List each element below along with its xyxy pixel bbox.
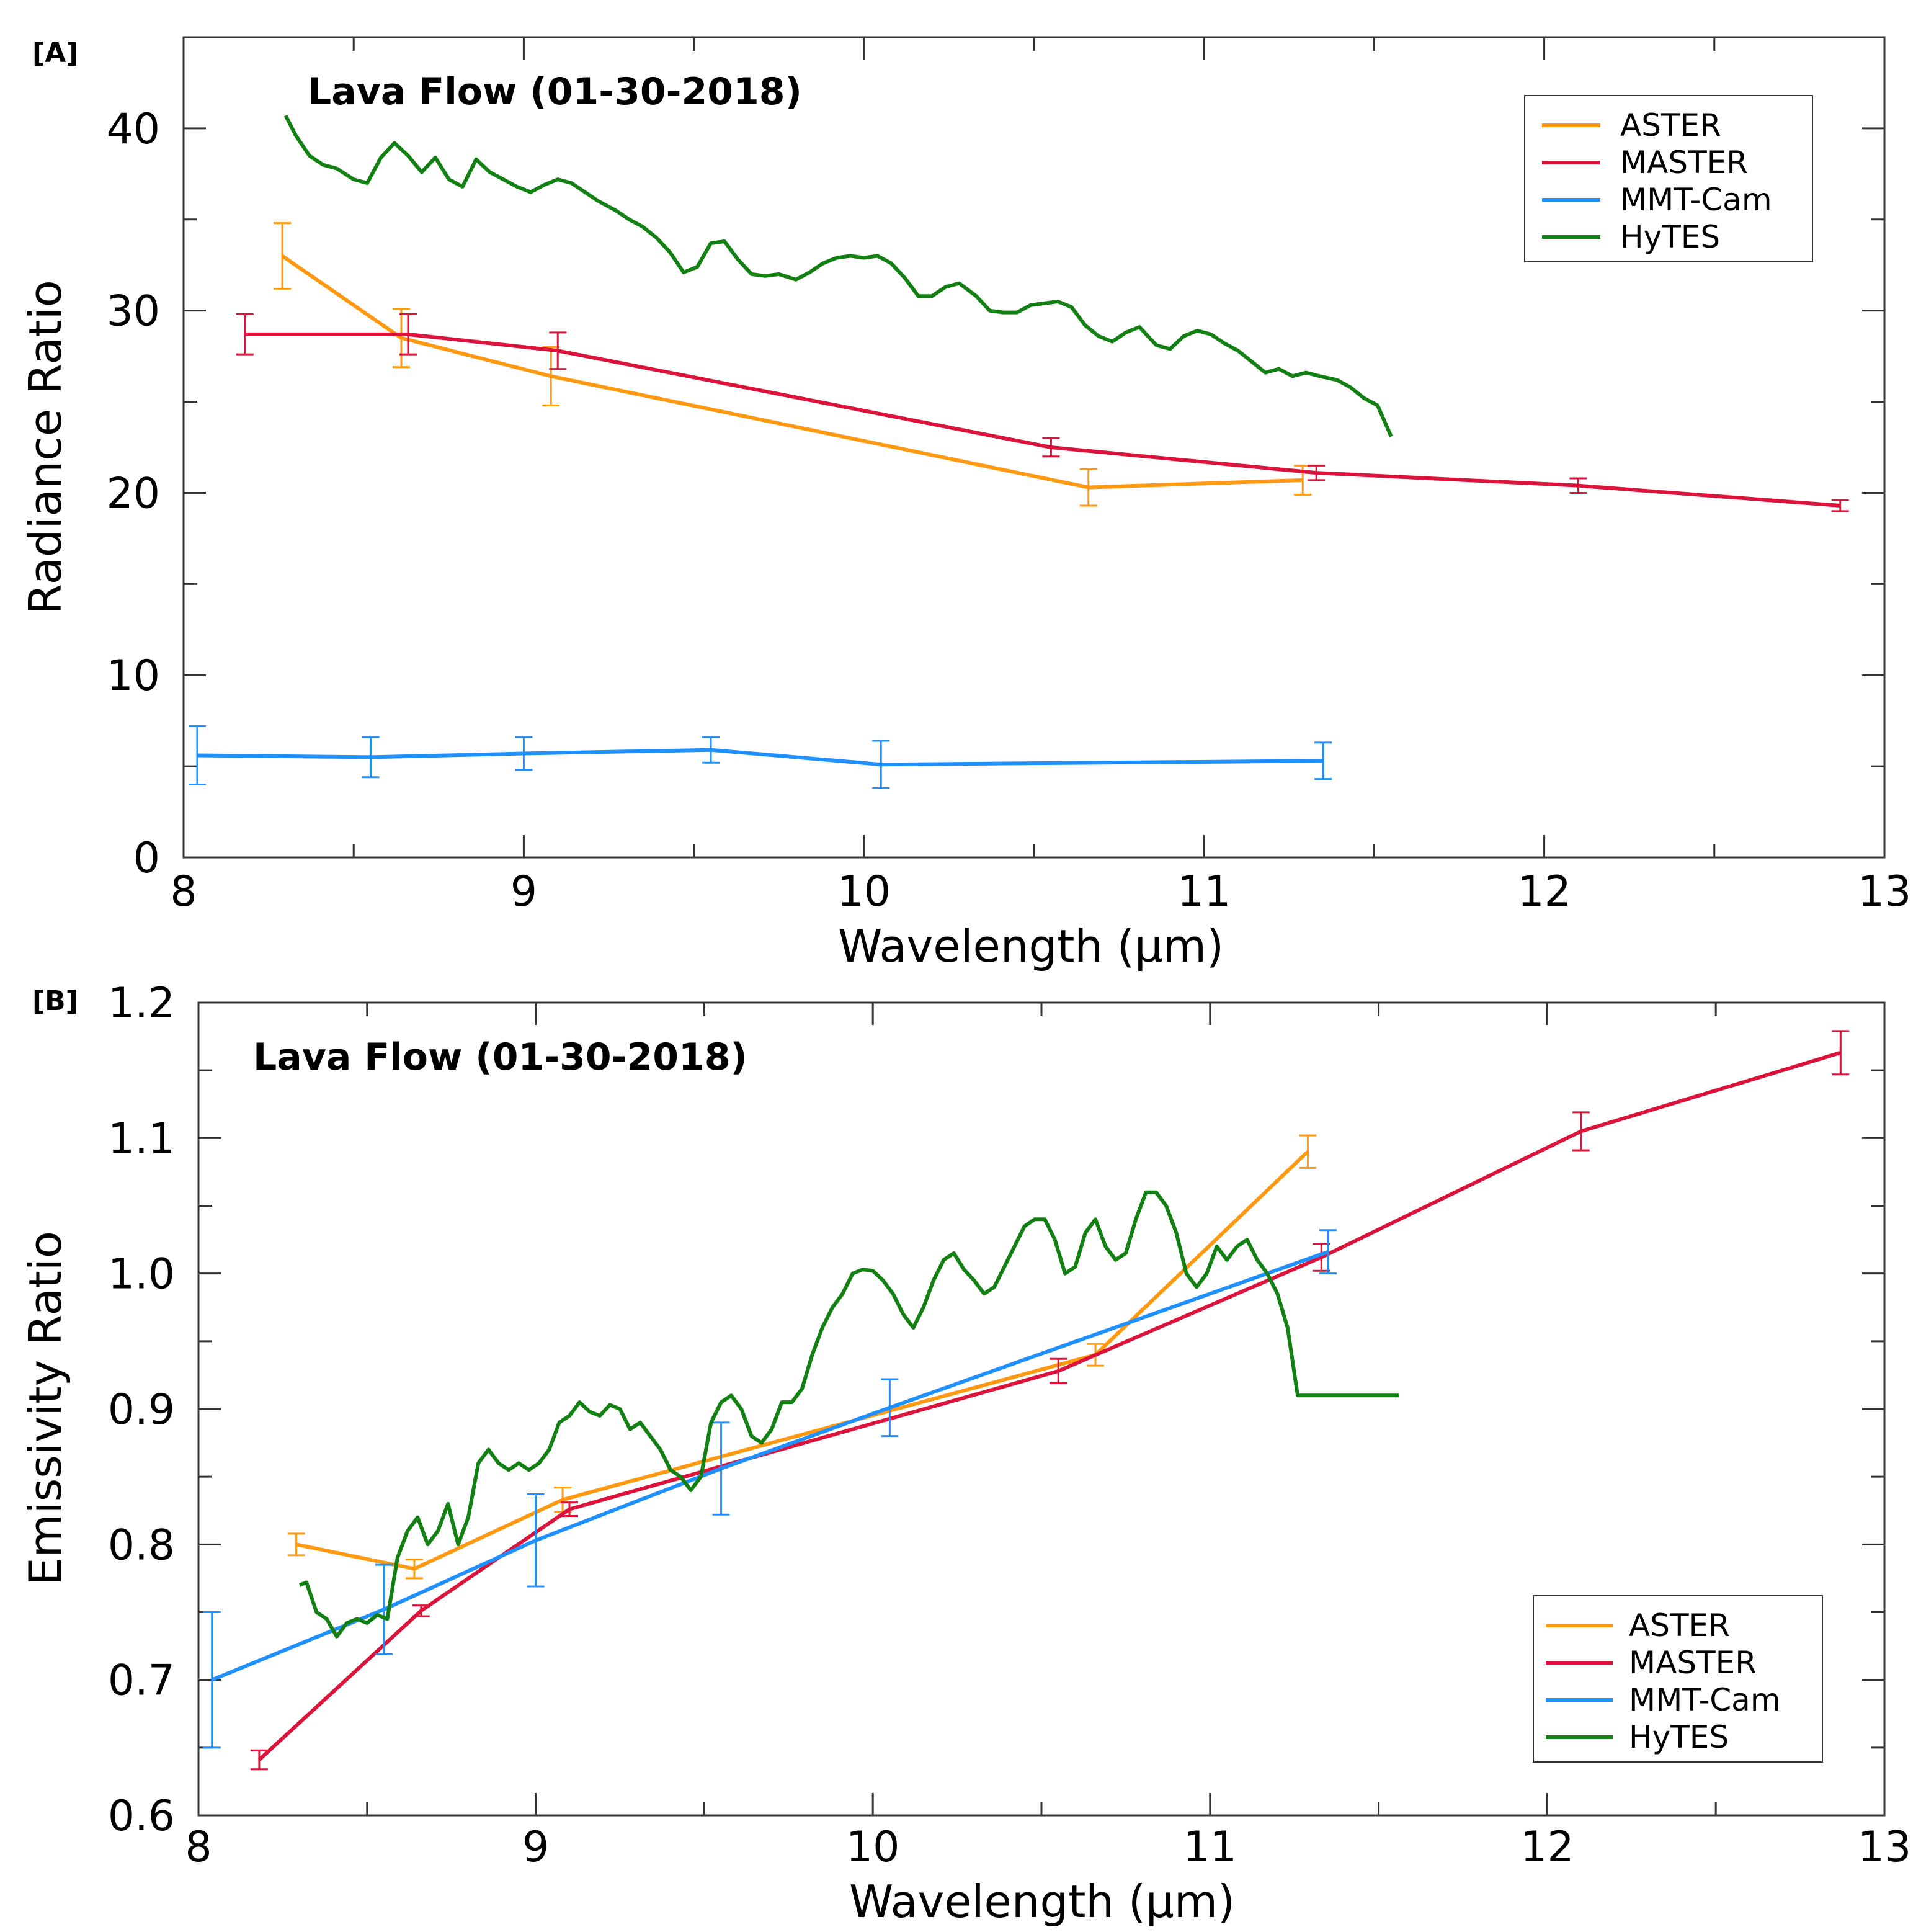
panel-a-mmt-cam-error-bar [872,740,890,789]
panel-a-mmt-cam-error-bar [188,725,206,785]
panel-b-master-error-bar [412,1604,430,1617]
panel-a-master-error-bar [1831,499,1849,512]
panel-b-x-tick-label: 10 [846,1823,900,1872]
panel-b-x-tick-label: 9 [522,1823,549,1872]
panel-a-y-tick-label: 40 [106,105,160,154]
panel-a-aster-error-bar [542,346,560,406]
panel-a-legend-label-mmt-cam: MMT-Cam [1620,182,1772,218]
panel-b-x-tick-label: 11 [1183,1823,1237,1872]
panel-a-legend-box [1524,95,1813,262]
panel-b-legend-box [1533,1595,1823,1763]
panel-b-mmt-cam-error-bar [881,1378,899,1438]
panel-b-x-tick-label: 8 [185,1823,212,1872]
panel-b-mmt-cam-error-bar [203,1611,221,1749]
panel-a-y-axis-label: Radiance Ratio [19,280,71,615]
panel-a-legend-label-aster: ASTER [1620,107,1721,143]
panel-a-legend-label-master: MASTER [1620,145,1748,181]
panel-b-y-tick-label: 0.6 [108,1792,175,1841]
panel-a-ticks [182,36,1886,859]
panel-a-x-tick-label: 11 [1177,867,1231,916]
panel-a-master-error-bar [1308,464,1326,481]
panel-a-aster-error-bar [392,308,410,369]
panel-b-mmt-cam-error-bar [527,1493,545,1588]
panel-b-legend-label-mmt-cam: MMT-Cam [1629,1682,1781,1718]
panel-b-legend-label-master: MASTER [1629,1645,1757,1681]
panel-b-y-tick-label: 0.7 [108,1657,175,1706]
panel-b-mmt-cam-error-bar [375,1563,393,1655]
panel-a-x-tick-label: 12 [1517,867,1571,916]
panel-b-title: Lava Flow (01-30-2018) [253,1035,747,1079]
panel-b-legend-label-hytes: HyTES [1629,1719,1729,1755]
panel-a-legend-label-hytes: HyTES [1620,219,1720,255]
panel-a-x-tick-label: 13 [1858,867,1912,916]
panel-a-mmt-cam-line [197,748,1324,767]
panel-a-mmt-cam-error-bar [1314,741,1332,780]
panel-a-x-axis-label: Wavelength (µm) [838,920,1224,972]
panel-a-master-error-bar [549,331,567,370]
panel-b-master-error-bar [1050,1357,1067,1385]
panel-a-label: [A] [32,37,78,69]
panel-a-mmt-cam-error-bar [702,736,720,764]
panel-b-series-clip [203,1030,1850,1771]
panel-a-y-tick-label: 0 [133,834,160,883]
panel-b-tick-labels: 8 9 10 11 12 13 0.6 0.7 0.8 0.9 1.0 1.1 1.2 [108,979,1911,1872]
panel-a-series-clip [188,114,1849,789]
panel-b-y-tick-label: 1.2 [108,979,175,1028]
panel-b-aster-error-bar [405,1558,423,1580]
panel-b-mmt-cam-error-bar [1319,1229,1337,1275]
panel-a-x-tick-label: 8 [170,867,197,916]
panel-a-series [188,114,1849,789]
panel-b-mmt-cam-error-bar [712,1421,730,1516]
panel-a-tick-labels: 8 9 10 11 12 13 0 10 20 30 40 [106,105,1911,916]
panel-b-aster-error-bar [1299,1134,1317,1169]
panel-b-master-error-bar [560,1501,578,1517]
panel-a-y-tick-label: 30 [106,287,160,336]
panel-b-y-tick-label: 1.0 [108,1250,175,1299]
panel-a-y-tick-label: 10 [106,651,160,700]
panel-a-master-error-bar [1569,477,1587,494]
panel-b-master-error-bar [250,1749,268,1771]
panel-b-hytes-line [298,1190,1399,1639]
panel-a-radiance-ratio: [A] 8 9 10 11 12 13 0 10 20 30 40 Lava Flow (01-30… [19,36,1911,972]
panel-b-master-error-bar [1313,1243,1330,1272]
panel-b-y-tick-label: 0.9 [108,1385,175,1434]
panel-a-master-error-bar [1042,437,1060,458]
panel-b-master-error-bar [1832,1030,1850,1076]
panel-b-x-tick-label: 12 [1520,1823,1574,1872]
panel-b-x-tick-label: 13 [1858,1823,1912,1872]
panel-b-y-axis-label: Emissivity Ratio [19,1231,71,1586]
panel-a-mmt-cam-error-bar [362,736,380,779]
panel-b-series [203,1030,1850,1771]
panel-a-y-tick-label: 20 [106,469,160,518]
panel-b-y-tick-label: 0.8 [108,1521,175,1570]
panel-a-title: Lava Flow (01-30-2018) [308,70,802,114]
panel-a-aster-error-bar [274,222,292,290]
panel-b-label: [B] [32,985,78,1017]
panel-a-hytes-line [283,114,1393,437]
panel-b-x-axis-label: Wavelength (µm) [849,1876,1235,1928]
panel-a-mmt-cam-error-bar [515,736,533,771]
panel-a-x-tick-label: 10 [837,867,891,916]
panel-a-x-tick-label: 9 [510,867,537,916]
panel-b-master-error-bar [1572,1111,1590,1152]
panel-a-master-error-bar [399,313,417,356]
panel-b-legend-label-aster: ASTER [1629,1608,1730,1644]
panel-b-aster-error-bar [287,1532,305,1557]
panel-a-aster-error-bar [1079,468,1097,507]
panel-b-y-tick-label: 1.1 [108,1114,175,1163]
panel-b-ticks [197,1001,1886,1817]
panel-b-emissivity-ratio: [B] 8 9 10 11 12 13 0.6 0.7 0.8 0.9 1.0 1.1 1.2 Lava… [19,979,1911,1928]
panel-a-master-error-bar [236,313,254,356]
